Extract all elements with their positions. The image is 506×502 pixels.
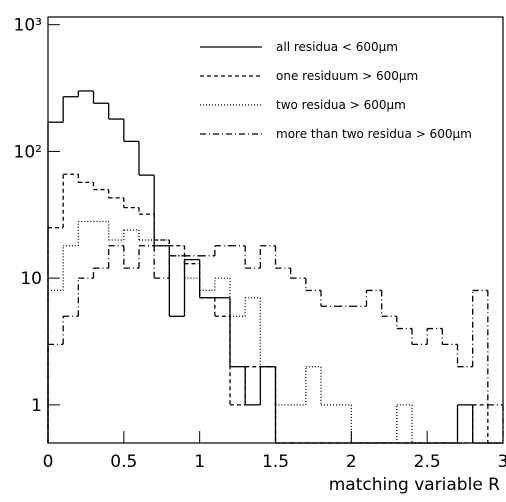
x-axis-label: matching variable R (329, 475, 500, 495)
x-tick-label: 0.5 (110, 452, 137, 472)
y-tick-label: 10 (20, 269, 42, 289)
x-tick-label: 0 (43, 452, 54, 472)
legend-label: all residua < 600μm (276, 40, 398, 54)
x-tick-label: 3 (498, 452, 506, 472)
y-tick-label: 1 (31, 396, 42, 416)
x-tick-label: 1 (194, 452, 205, 472)
legend-label: two residua > 600μm (276, 98, 406, 112)
x-tick-label: 2.5 (414, 452, 441, 472)
y-tick-label: 10² (14, 142, 42, 162)
x-tick-label: 1.5 (262, 452, 289, 472)
x-tick-label: 2 (346, 452, 357, 472)
legend-label: more than two residua > 600μm (276, 127, 472, 141)
legend-label: one residuum > 600μm (276, 69, 418, 83)
y-tick-label: 10³ (14, 16, 42, 36)
